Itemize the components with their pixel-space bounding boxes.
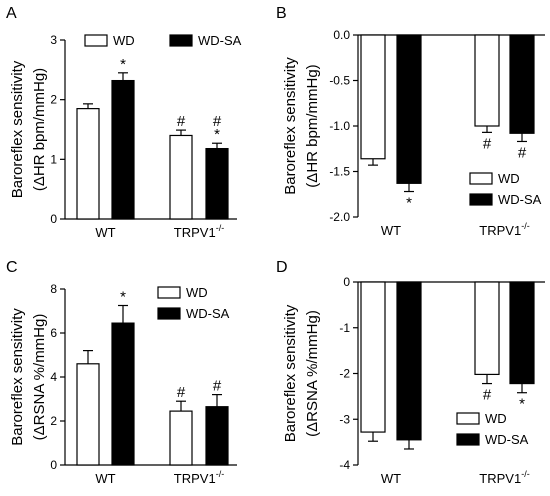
significance-hash: # — [177, 384, 186, 401]
y-axis-unit-label: (ΔHR bpm/mmHg) — [304, 64, 321, 187]
category-superscript: -/- — [216, 223, 225, 233]
category-label: TRPV1-/- — [479, 221, 529, 238]
significance-star: * — [120, 289, 126, 306]
legend-swatch — [84, 34, 108, 47]
category-label: TRPV1-/- — [174, 469, 224, 486]
significance-hash: # — [177, 113, 186, 130]
panel-letter: B — [276, 5, 287, 22]
y-tick-label: 0.0 — [333, 28, 350, 42]
significance-hash: # — [483, 135, 492, 152]
category-label: WT — [95, 471, 115, 486]
significance-star: * — [214, 126, 220, 143]
bar-wd-trpv1 — [169, 410, 193, 466]
bar-wd-sa-wt — [396, 34, 422, 184]
legend-swatch — [157, 286, 181, 299]
panel-letter: A — [6, 5, 17, 22]
significance-hash: # — [483, 387, 492, 404]
y-axis-label: Baroreflex sensitivity — [9, 308, 26, 446]
significance-hash: # — [518, 144, 527, 161]
legend-swatch — [169, 34, 193, 47]
bar-wd-wt — [76, 363, 100, 466]
category-label: TRPV1-/- — [174, 223, 224, 240]
y-tick-label: 2 — [50, 414, 57, 428]
y-tick-label: 4 — [50, 370, 57, 384]
panel-letter: C — [6, 259, 18, 276]
y-tick-label: -4 — [339, 458, 350, 472]
y-tick-label: -3 — [339, 412, 350, 426]
panel-a: A Baroreflex sensitivity (ΔHR bpm/mmHg) 0 1 2… — [6, 5, 242, 240]
bar-wd-trpv1 — [474, 34, 500, 127]
y-tick-label: 0 — [343, 275, 350, 289]
significance-star: * — [406, 195, 412, 212]
legend-swatch — [456, 412, 480, 425]
y-tick-label: 6 — [50, 326, 57, 340]
y-axis-label: Baroreflex sensitivity — [282, 57, 299, 195]
category-label: TRPV1-/- — [479, 469, 529, 486]
legend-swatch — [157, 307, 181, 320]
y-tick-label: 2 — [50, 93, 57, 107]
bar-wd-sa-wt — [111, 322, 135, 466]
y-tick-label: -1.5 — [329, 165, 350, 179]
legend-label: WD — [485, 411, 507, 426]
significance-hash: # — [213, 378, 222, 395]
legend: WD WD-SA — [157, 285, 230, 321]
legend-swatch — [469, 193, 493, 206]
legend-label: WD-SA — [198, 33, 242, 48]
bar-wd-sa-trpv1 — [205, 406, 229, 466]
panel-d: D Baroreflex sensitivity (ΔRSNA %/mmHg) 0 -1… — [276, 259, 545, 486]
y-tick-label: 0 — [50, 212, 57, 226]
y-tick-label: -2.0 — [329, 210, 350, 224]
legend-label: WD — [113, 33, 135, 48]
bar-wd-trpv1 — [169, 134, 193, 220]
legend-swatch — [456, 433, 480, 446]
panel-letter: D — [276, 259, 288, 276]
bar-wd-sa-trpv1 — [509, 34, 535, 134]
category-superscript: -/- — [521, 469, 530, 479]
bar-wd-wt — [76, 108, 100, 220]
legend: WD WD-SA — [84, 33, 242, 48]
y-axis-unit-label: (ΔRSNA %/mmHg) — [31, 314, 48, 441]
y-tick-label: 0 — [50, 458, 57, 472]
bar-wd-trpv1 — [474, 281, 500, 376]
category-label: WT — [381, 471, 401, 486]
y-tick-label: -2 — [339, 367, 350, 381]
y-tick-label: 1 — [50, 152, 57, 166]
bar-wd-wt — [360, 281, 386, 433]
y-tick-label: 3 — [50, 33, 57, 47]
legend-label: WD — [186, 285, 208, 300]
panel-c: C Baroreflex sensitivity (ΔRSNA %/mmHg) 0 2 4… — [6, 259, 237, 486]
y-axis-label: Baroreflex sensitivity — [9, 60, 26, 198]
y-tick-label: 8 — [50, 282, 57, 296]
category-superscript: -/- — [521, 221, 530, 231]
significance-hash: # — [213, 113, 222, 130]
y-axis-unit-label: (ΔRSNA %/mmHg) — [304, 310, 321, 437]
legend-label: WD-SA — [498, 192, 542, 207]
bar-wd-wt — [360, 34, 386, 160]
panel-b: B Baroreflex sensitivity (ΔHR bpm/mmHg) 0.0… — [276, 5, 545, 238]
bar-wd-sa-trpv1 — [509, 281, 535, 385]
significance-star: * — [519, 396, 525, 413]
category-superscript: -/- — [216, 469, 225, 479]
y-tick-label: -0.5 — [329, 74, 350, 88]
y-tick-label: -1.0 — [329, 119, 350, 133]
bar-wd-sa-trpv1 — [205, 147, 229, 220]
legend-label: WD-SA — [485, 432, 529, 447]
legend-swatch — [469, 172, 493, 185]
y-axis-unit-label: (ΔHR bpm/mmHg) — [31, 68, 48, 191]
y-axis-label: Baroreflex sensitivity — [282, 304, 299, 442]
legend-label: WD — [498, 171, 520, 186]
bar-wd-sa-wt — [396, 281, 422, 441]
bar-wd-sa-wt — [111, 79, 135, 220]
legend: WD WD-SA — [469, 171, 542, 207]
significance-star: * — [120, 56, 126, 73]
legend-label: WD-SA — [186, 306, 230, 321]
y-tick-label: -1 — [339, 321, 350, 335]
category-label: WT — [381, 223, 401, 238]
legend: WD WD-SA — [456, 411, 529, 447]
category-label: WT — [95, 225, 115, 240]
